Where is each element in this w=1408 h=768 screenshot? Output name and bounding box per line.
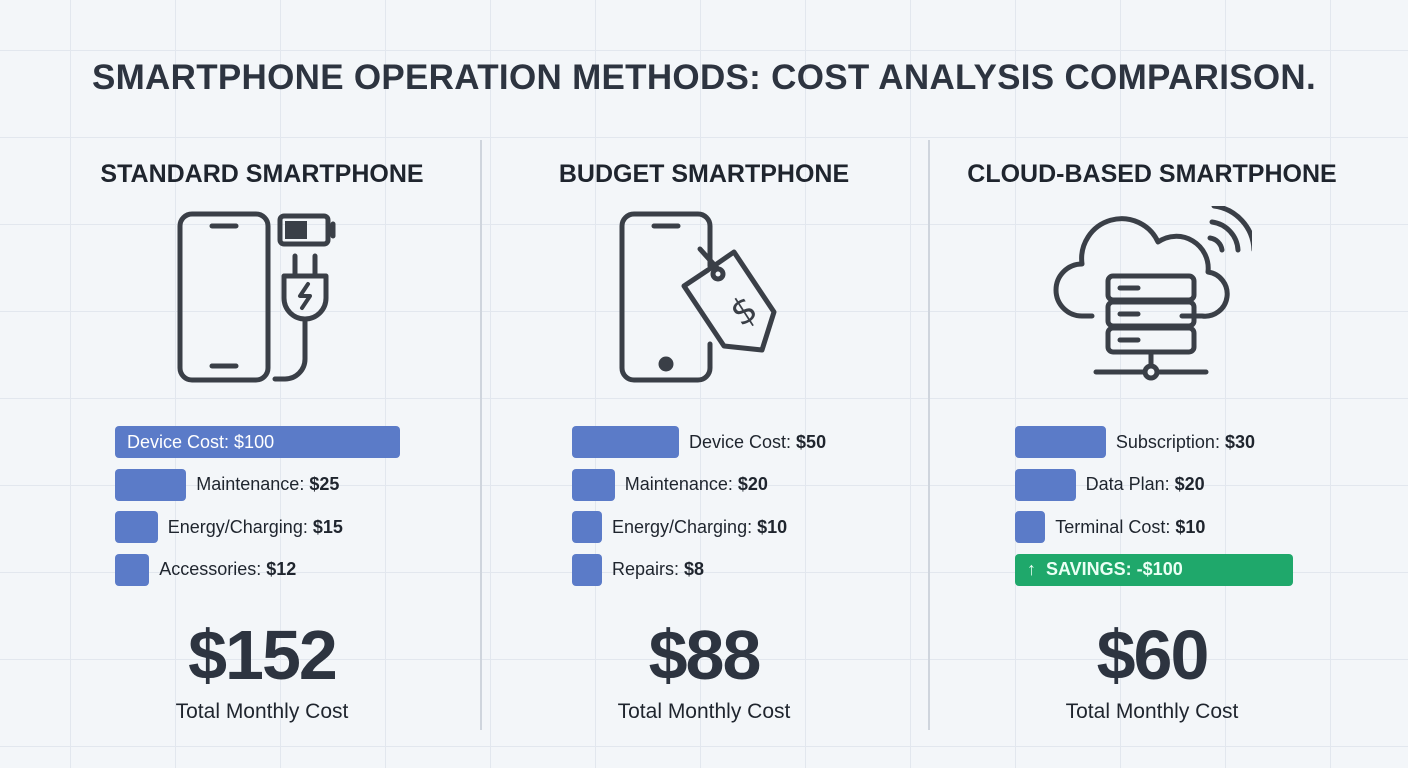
cost-bar-label: Device Cost: $100 — [127, 432, 274, 453]
panel-budget: BUDGET SMARTPHONE $ Device Cost: $50 Main… — [484, 160, 924, 723]
panel-heading: CLOUD-BASED SMARTPHONE — [967, 160, 1337, 188]
cost-item-name: Device Cost: — [689, 431, 797, 452]
cost-bars: Device Cost: $50 Maintenance: $20 Energy/C… — [484, 426, 924, 596]
arrow-up-icon: ↑ — [1027, 559, 1036, 579]
cost-item-value: $50 — [796, 431, 827, 452]
cost-bar — [1015, 468, 1076, 501]
cost-bar-row: Energy/Charging: $15 — [115, 511, 343, 543]
cost-bar — [572, 468, 615, 501]
phone-charger-battery-icon — [42, 196, 482, 426]
cost-bar-row: Subscription: $30 — [1015, 426, 1255, 458]
cost-bar-row: Data Plan: $20 — [1015, 468, 1205, 501]
column-divider — [480, 140, 482, 730]
cost-bar — [572, 511, 602, 543]
panel-heading: BUDGET SMARTPHONE — [558, 160, 850, 188]
cost-item-value: $30 — [1224, 431, 1255, 452]
cost-bar-row: Terminal Cost: $10 — [1015, 511, 1205, 543]
cost-item-value: $8 — [684, 559, 705, 579]
cost-bar-label: Accessories: $12 — [159, 559, 296, 580]
cost-bar — [115, 426, 400, 458]
cost-bar-row: Maintenance: $20 — [572, 468, 768, 501]
cost-item-value: $15 — [312, 516, 343, 537]
cost-item-name: Data Plan: — [1085, 474, 1175, 494]
cost-bar-label: Energy/Charging: $10 — [612, 517, 787, 538]
cost-item-name: Maintenance: — [196, 474, 310, 494]
cost-bar-row: Device Cost: $100 — [115, 426, 400, 458]
cost-bar — [115, 553, 150, 586]
cost-bar-label: Subscription: $30 — [1116, 432, 1255, 453]
cost-bar-label: Device Cost: $50 — [689, 432, 826, 453]
cost-bar — [115, 511, 158, 543]
panel-heading: STANDARD SMARTPHONE — [100, 160, 424, 188]
cost-bar-row: Repairs: $8 — [572, 553, 704, 586]
cost-bar-label: Energy/Charging: $15 — [168, 517, 343, 538]
svg-text:$: $ — [723, 288, 765, 335]
cost-item-name: Energy/Charging: — [167, 516, 313, 537]
cost-bar-row: Device Cost: $50 — [572, 426, 826, 458]
cost-bar-row: Maintenance: $25 — [115, 468, 339, 501]
total-label: Total Monthly Cost — [1065, 700, 1239, 723]
cost-bar — [1015, 511, 1046, 543]
cost-item-name: Maintenance: — [624, 474, 738, 494]
cost-item-name: Repairs: — [612, 559, 685, 579]
cost-item-value: $25 — [309, 474, 340, 494]
cost-item-value: $12 — [266, 559, 297, 579]
cost-bar — [115, 468, 187, 501]
column-divider — [928, 140, 930, 730]
cost-item-name: Device Cost: — [127, 431, 235, 452]
total-label: Total Monthly Cost — [175, 700, 349, 723]
cost-bar-row: Energy/Charging: $10 — [572, 511, 787, 543]
cost-bar-label: Data Plan: $20 — [1086, 474, 1205, 495]
total-label: Total Monthly Cost — [617, 700, 791, 723]
total-cost: $152 — [188, 616, 338, 694]
panel-cloud: CLOUD-BASED SMARTPHONE Subscription: $30… — [932, 160, 1372, 723]
total-cost: $60 — [1096, 616, 1210, 694]
cost-bar-label: Maintenance: $25 — [196, 474, 339, 495]
savings-text: SAVINGS: -$100 — [1046, 559, 1183, 579]
cost-bar-label: Terminal Cost: $10 — [1055, 517, 1205, 538]
cost-item-name: Subscription: — [1115, 431, 1225, 452]
cost-bar-row: Accessories: $12 — [115, 553, 296, 586]
cost-item-name: Accessories: — [159, 559, 267, 579]
cost-item-value: $100 — [234, 431, 275, 452]
cost-item-value: $10 — [1175, 516, 1206, 537]
cost-bars: Subscription: $30 Data Plan: $20 Terminal … — [932, 426, 1372, 596]
cost-item-value: $20 — [737, 474, 768, 494]
phone-price-tag-icon: $ — [484, 196, 924, 426]
cost-item-value: $10 — [757, 516, 788, 537]
cost-bar — [572, 553, 602, 586]
cost-item-value: $20 — [1174, 474, 1205, 494]
cost-bar — [572, 426, 679, 458]
panel-standard: STANDARD SMARTPHONE Device Cost: $100 Mai… — [42, 160, 482, 723]
page-title: SMARTPHONE OPERATION METHODS: COST ANALY… — [91, 58, 1317, 97]
cloud-server-icon — [932, 196, 1372, 426]
savings-badge: ↑ SAVINGS: -$100 — [1015, 553, 1293, 586]
total-cost: $88 — [648, 616, 762, 694]
cost-bar-label: Maintenance: $20 — [625, 474, 768, 495]
cost-bar — [1015, 426, 1106, 458]
cost-bars: Device Cost: $100 Maintenance: $25 Energy/… — [42, 426, 482, 596]
cost-bar-label: Repairs: $8 — [612, 559, 704, 580]
cost-item-name: Terminal Cost: — [1055, 516, 1176, 537]
cost-item-name: Energy/Charging: — [612, 516, 758, 537]
